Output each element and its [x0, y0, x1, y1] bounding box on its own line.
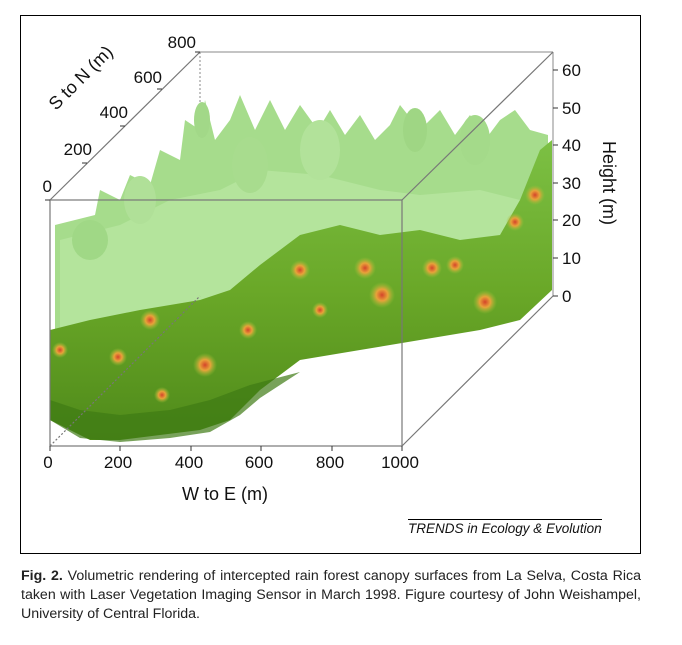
- z-tick-label: 40: [562, 136, 581, 155]
- x-tick-label: 200: [104, 453, 132, 472]
- canopy-front-surface: [50, 140, 552, 442]
- y-tick-label: 400: [100, 103, 128, 122]
- y-axis-tick-marks: [45, 51, 200, 201]
- z-tick-label: 60: [562, 61, 581, 80]
- z-axis-tick-labels: 0 10 20 30 40 50 60: [562, 61, 581, 306]
- z-tick-label: 10: [562, 249, 581, 268]
- figure-caption: Fig. 2. Volumetric rendering of intercep…: [21, 567, 641, 624]
- x-tick-label: 400: [175, 453, 203, 472]
- z-axis-tick-marks: [553, 69, 558, 297]
- x-tick-label: 600: [245, 453, 273, 472]
- y-tick-label: 0: [43, 177, 52, 196]
- canopy-hotspots: [52, 185, 545, 403]
- y-axis-tick-labels: 0 200 400 600 800: [43, 33, 196, 196]
- figure-credit: TRENDS in Ecology & Evolution: [408, 519, 602, 536]
- x-tick-label: 0: [43, 453, 52, 472]
- z-tick-label: 50: [562, 99, 581, 118]
- z-tick-label: 20: [562, 211, 581, 230]
- x-tick-label: 800: [316, 453, 344, 472]
- x-tick-label: 1000: [381, 453, 419, 472]
- y-tick-label: 600: [134, 68, 162, 87]
- z-tick-label: 30: [562, 174, 581, 193]
- x-axis-tick-labels: 0 200 400 600 800 1000: [43, 453, 419, 472]
- x-axis-tick-marks: [49, 446, 403, 451]
- y-tick-label: 800: [168, 33, 196, 52]
- y-tick-label: 200: [64, 140, 92, 159]
- z-tick-label: 0: [562, 287, 571, 306]
- volumetric-canopy-plot: 0 200 400 600 800 1000 W to E (m) 0 200 …: [43, 33, 619, 504]
- z-axis-title: Height (m): [599, 141, 619, 225]
- caption-text: Volumetric rendering of intercepted rain…: [21, 568, 641, 622]
- x-axis-title: W to E (m): [182, 484, 268, 504]
- caption-label: Fig. 2.: [21, 568, 63, 584]
